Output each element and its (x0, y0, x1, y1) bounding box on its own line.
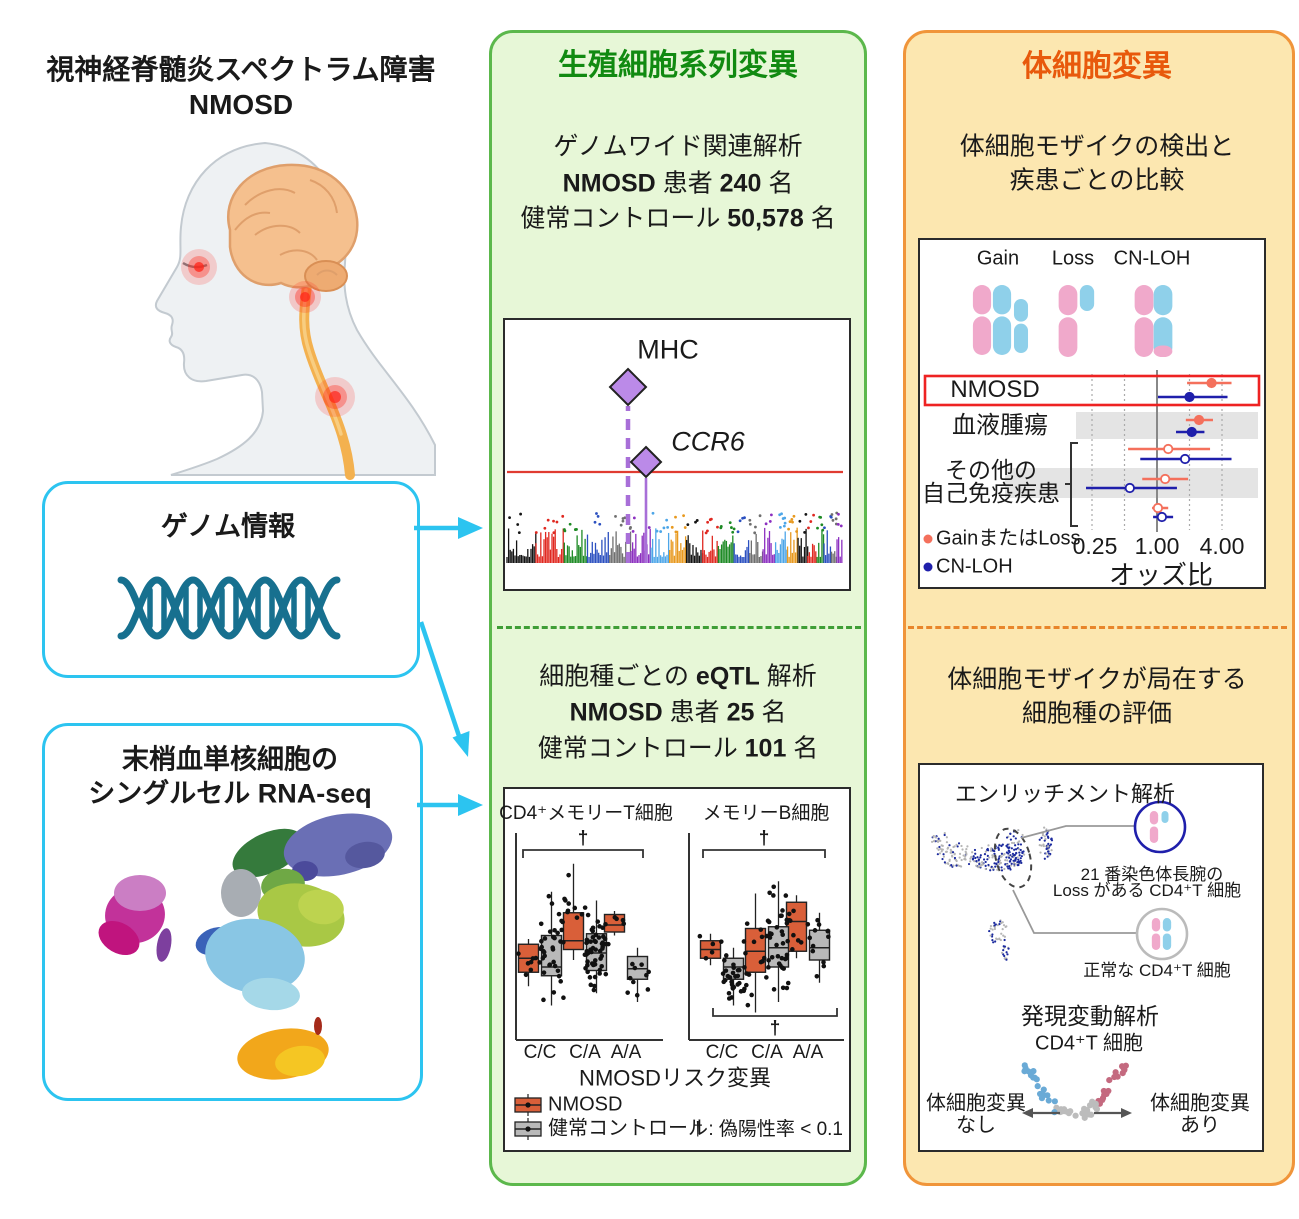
genotype-label: C/C (523, 1042, 557, 1064)
celltype-eval-panel (918, 763, 1264, 1152)
forest-legend-cnloh: CN-LOH (936, 555, 1013, 578)
scrna-box-title-line2: シングルセル RNA-seq (88, 778, 372, 809)
gwas-title: ゲノムワイド関連解析 (553, 132, 803, 161)
cerebellum (304, 260, 348, 292)
gwas-controls-n: 50,578 (727, 204, 804, 233)
forest-xtick: 1.00 (1134, 532, 1180, 559)
somatic-sub2-line1: 体細胞モザイクが局在する (947, 665, 1247, 694)
normal-cell-label: 正常な CD4⁺T 細胞 (1083, 961, 1231, 981)
forest-row-heme-label: 血液腫瘍 (952, 412, 1048, 440)
dna-icon (117, 576, 341, 640)
fdr-note: † : 偽陽性率 < 0.1 (692, 1119, 843, 1141)
genome-box-title: ゲノム情報 (160, 511, 296, 542)
forest-row-other-label1: その他の (945, 456, 1037, 483)
somatic-sub2-line2: 細胞種の評価 (1021, 699, 1173, 728)
forest-row-other-label2: 自己免疫疾患 (922, 479, 1060, 506)
eqtl-controls: 健常コントロール 101 名 (537, 734, 819, 763)
scrna-umap-plot (98, 813, 393, 1080)
gwas-cases: NMOSD 患者 240 名 (562, 169, 794, 198)
main-title-line2: NMOSD (188, 88, 294, 120)
loss-cell-label-line2: Loss がある CD4⁺T 細胞 (1052, 881, 1242, 901)
germline-header: 生殖細胞系列変異 (558, 48, 798, 82)
brain (227, 163, 359, 289)
loss-cell-label-line1: 21 番染色体長腕の (1080, 865, 1224, 885)
mosaic-forest-plot (923, 285, 1261, 572)
main-title-line1: 視神経脊髄炎スペクトラム障害 (46, 53, 436, 85)
volcano-right-label1: 体細胞変異 (1150, 1092, 1250, 1115)
forest-xtick: 0.25 (1072, 532, 1118, 559)
mosaic-type-gain: Gain (976, 247, 1020, 270)
genotype-label: C/C (705, 1042, 739, 1064)
volcano-right-label2: あり (1180, 1114, 1220, 1137)
lesion-spot-spine (315, 377, 355, 417)
manhattan-plot (506, 367, 843, 563)
forest-xtick: 4.00 (1199, 532, 1245, 559)
dagger-top-right: † (758, 828, 770, 850)
forest-legend-gainloss: GainまたはLoss (936, 527, 1081, 550)
patient-illustration (154, 141, 436, 480)
body-silhouette (154, 141, 436, 476)
forest-row-nmosd-label: NMOSD (950, 376, 1040, 404)
genotype-label: C/A (751, 1042, 783, 1064)
manhattan-peak-ccr6-label: CCR6 (671, 426, 745, 457)
germline-divider (497, 626, 861, 629)
volcano-left-label1: 体細胞変異 (926, 1092, 1026, 1115)
volcano-left-label2: なし (956, 1114, 996, 1137)
lesion-spot-optic (181, 249, 217, 285)
gwas-cases-n: 240 (719, 169, 762, 198)
dagger-top-left: † (577, 828, 589, 850)
gwas-cases-label: NMOSD (562, 169, 656, 198)
genotype-label: C/A (569, 1042, 601, 1064)
celltype-eval-plot (930, 800, 1189, 1121)
lesion-spot-brainstem (289, 281, 321, 313)
enrichment-title: エンリッチメント解析 (954, 781, 1176, 807)
boxplot-xlabel: NMOSDリスク変異 (579, 1065, 771, 1091)
dge-title: 発現変動解析 (1021, 1002, 1159, 1029)
mosaic-type-cnloh: CN-LOH (1113, 247, 1191, 270)
eqtl-title: 細胞種ごとの eQTL 解析 (539, 662, 817, 691)
somatic-sub1-line1: 体細胞モザイクの検出と (959, 132, 1235, 161)
dagger-bottom-right: † (769, 1018, 781, 1040)
legend-control-label: 健常コントロール (548, 1117, 708, 1140)
scrna-box-title-line1: 末梢血単核細胞の (122, 744, 338, 775)
brain-gyri (234, 179, 338, 276)
genotype-label: A/A (792, 1042, 824, 1064)
eqtl-boxplot (514, 833, 844, 1140)
eqtl-cases: NMOSD 患者 25 名 (569, 698, 787, 727)
gwas-controls: 健常コントロール 50,578 名 (520, 204, 836, 233)
somatic-header: 体細胞変異 (1022, 49, 1172, 83)
boxplot-panel1-title: CD4⁺メモリーT細胞 (499, 803, 673, 825)
boxplot-panel2-title: メモリーB細胞 (702, 803, 830, 825)
dge-subtitle: CD4⁺T 細胞 (1035, 1032, 1143, 1055)
somatic-divider (908, 626, 1287, 629)
somatic-sub1-line2: 疾患ごとの比較 (1009, 166, 1185, 195)
genotype-label: A/A (610, 1042, 642, 1064)
mosaic-type-loss: Loss (1051, 247, 1095, 270)
legend-nmosd-label: NMOSD (548, 1093, 623, 1116)
manhattan-peak-mhc-label: MHC (637, 334, 699, 365)
spinal-cord-highlight (302, 288, 343, 436)
forest-xlabel: オッズ比 (1108, 560, 1214, 591)
